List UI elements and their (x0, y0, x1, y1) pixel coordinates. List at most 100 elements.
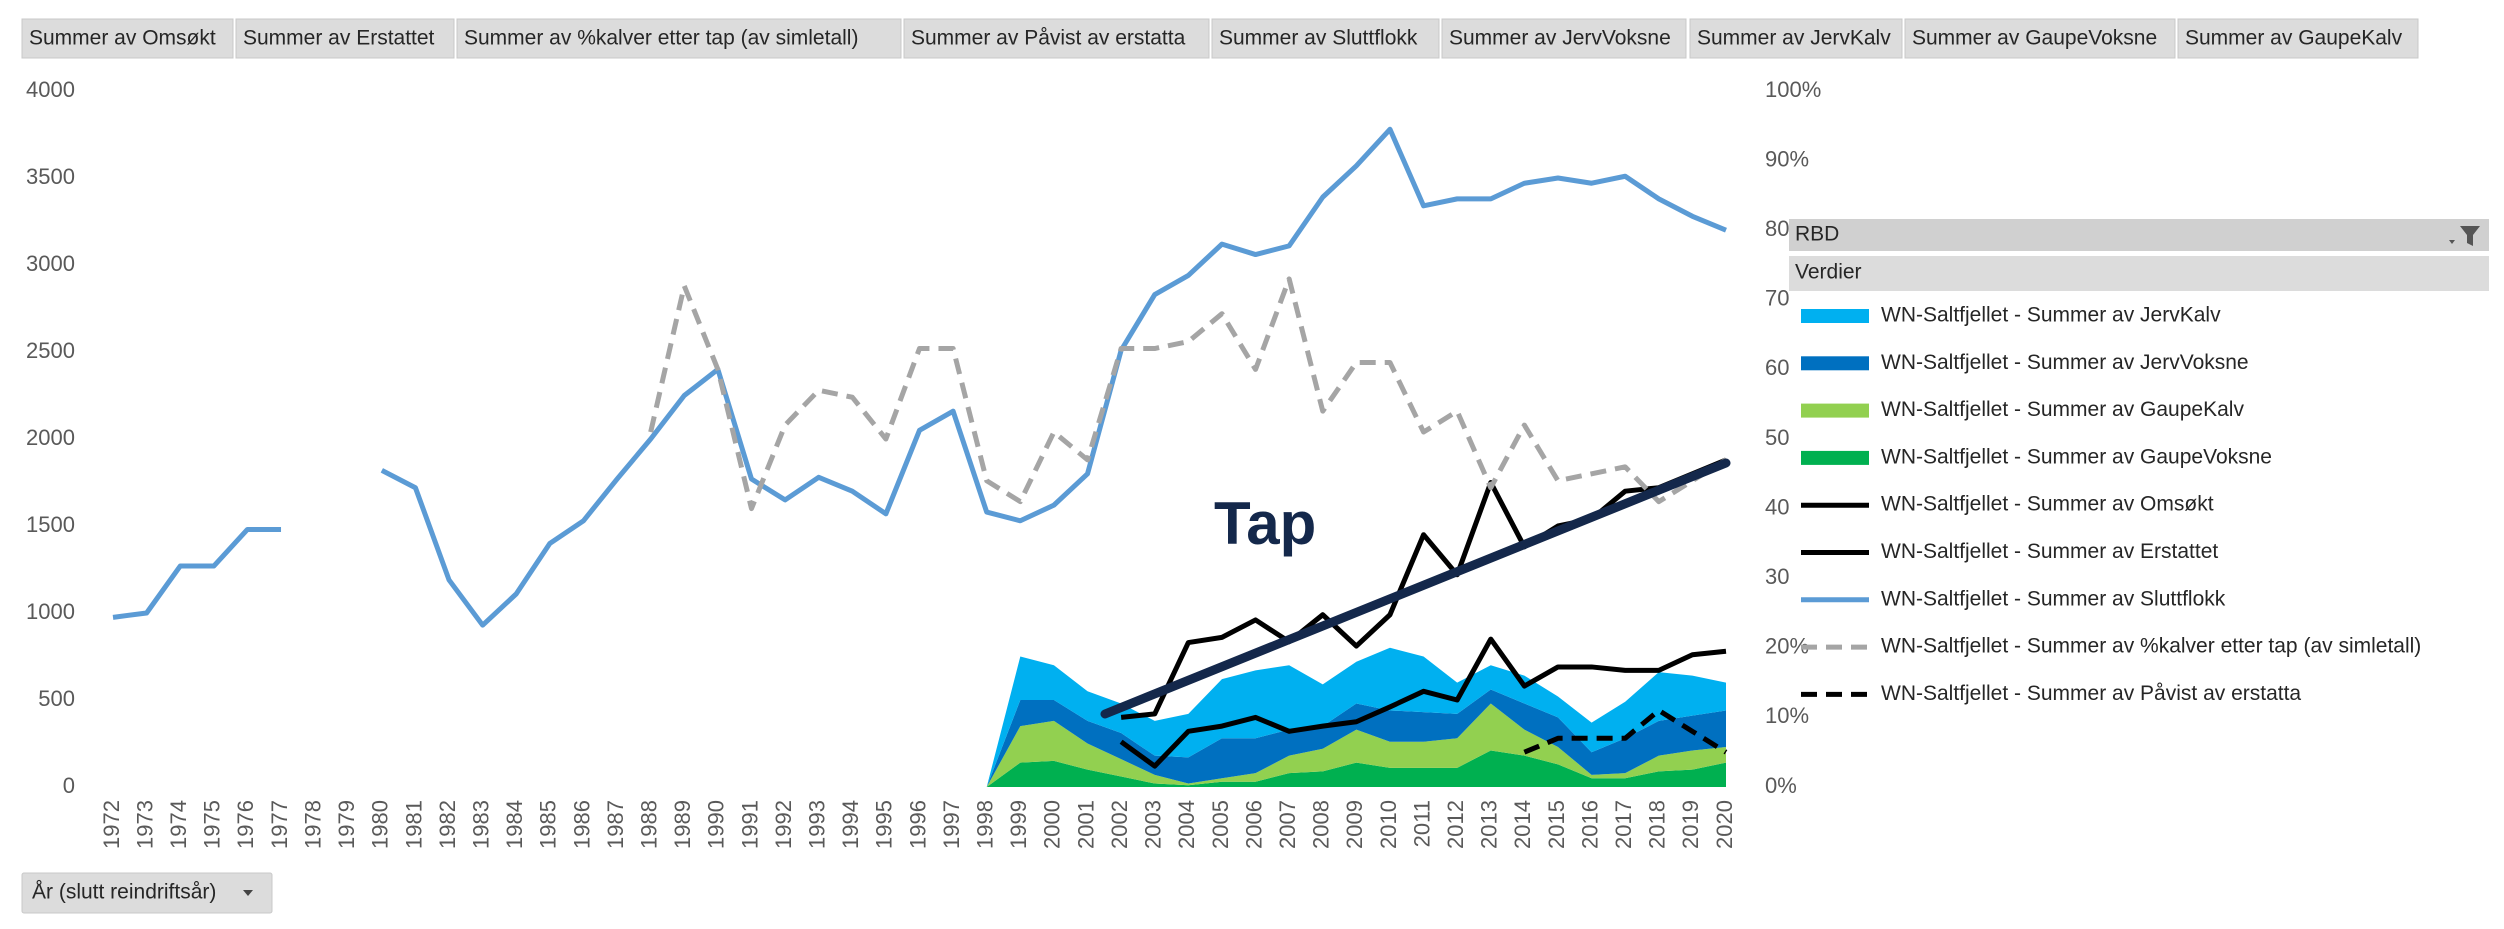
x-tick-label: 2007 (1275, 800, 1300, 849)
annotation: Tap (1214, 490, 1316, 557)
x-tick-label: 1982 (435, 800, 460, 849)
field-button-label: Summer av JervVoksne (1449, 27, 1671, 50)
axis-field-label: År (slutt reindriftsår) (32, 881, 216, 904)
x-tick-label: 1984 (502, 800, 527, 849)
x-tick-label: 2015 (1544, 800, 1569, 849)
field-button[interactable] (1904, 18, 2176, 59)
legend-label: WN-Saltfjellet - Summer av Påvist av ers… (1881, 682, 2301, 705)
legend: RBD Verdier WN-Saltfjellet - Summer av J… (1789, 219, 2489, 705)
x-tick-label: 1973 (132, 800, 157, 849)
filter-icon[interactable] (2449, 226, 2480, 246)
field-button-label: Summer av Sluttflokk (1219, 27, 1418, 50)
x-tick-label: 2018 (1645, 800, 1670, 849)
x-tick-label: 1988 (636, 800, 661, 849)
x-tick-label: 1976 (233, 800, 258, 849)
line (1523, 707, 1728, 755)
field-button-label: Summer av GaupeKalv (2185, 27, 2403, 50)
dropdown-arrow (243, 890, 253, 896)
legend-label: WN-Saltfjellet - Summer av JervVoksne (1881, 351, 2249, 374)
plot-area: 050010001500200025003000350040000%10%20%… (26, 77, 1821, 849)
field-button[interactable] (1441, 18, 1687, 59)
legend-label: WN-Saltfjellet - Summer av %kalver etter… (1881, 635, 2421, 658)
legend-label: WN-Saltfjellet - Summer av Erstattet (1881, 540, 2218, 563)
legend-header-bar[interactable] (1789, 219, 2489, 251)
field-buttons: Summer av Omsøkt Summer av Erstattet Summe… (21, 18, 2419, 59)
axis-field-button[interactable] (21, 872, 273, 914)
x-tick-label: 2005 (1208, 800, 1233, 849)
x-tick-label: 2004 (1174, 800, 1199, 849)
y2-tick-label: 10% (1765, 703, 1809, 728)
x-tick-label: 2006 (1241, 800, 1266, 849)
legend-swatch (1801, 403, 1869, 418)
x-tick-label: 2001 (1073, 800, 1098, 849)
legend-swatch (1801, 356, 1869, 371)
legend-subheader: Verdier (1795, 261, 1862, 284)
x-tick-label: 1999 (1006, 800, 1031, 849)
legend-label: WN-Saltfjellet - Summer av GaupeVoksne (1881, 445, 2272, 468)
y2-tick-label: 100% (1765, 77, 1821, 102)
x-tick-label: 2000 (1040, 800, 1065, 849)
x-tick-label: 1977 (267, 800, 292, 849)
legend-swatch (1801, 450, 1869, 465)
x-tick-label: 2013 (1477, 800, 1502, 849)
y2-tick-label: 0% (1765, 773, 1797, 798)
y-tick-label: 3000 (26, 251, 75, 276)
x-tick-label: 1997 (939, 800, 964, 849)
area (986, 750, 1726, 787)
x-tick-label: 2020 (1712, 800, 1737, 849)
line (1120, 457, 1727, 720)
x-tick-label: 1995 (872, 800, 897, 849)
field-button[interactable] (235, 18, 455, 59)
x-tick-label: 1994 (838, 800, 863, 849)
y2-tick-label: 90% (1765, 146, 1809, 171)
x-tick-label: 1998 (973, 800, 998, 849)
x-tick-label: 2008 (1309, 800, 1334, 849)
x-tick-label: 1991 (737, 800, 762, 849)
y-tick-label: 2500 (26, 338, 75, 363)
field-button[interactable] (1211, 18, 1440, 59)
line (112, 126, 1727, 628)
x-tick-label: 1979 (334, 800, 359, 849)
y-tick-label: 2000 (26, 425, 75, 450)
x-tick-label: 2003 (1141, 800, 1166, 849)
field-button[interactable] (456, 18, 902, 59)
legend-header: RBD (1795, 223, 1839, 246)
x-tick-label: 2010 (1376, 800, 1401, 849)
area (986, 703, 1726, 787)
field-button[interactable] (903, 18, 1210, 59)
legend-swatch (1801, 309, 1869, 323)
x-tick-label: 1992 (771, 800, 796, 849)
x-tick-label: 1978 (300, 800, 325, 849)
area (986, 689, 1726, 787)
x-tick-label: 2012 (1443, 800, 1468, 849)
x-tick-label: 1987 (603, 800, 628, 849)
y-tick-label: 4000 (26, 77, 75, 102)
y-tick-label: 500 (38, 686, 75, 711)
field-button-label: Summer av Omsøkt (29, 27, 216, 50)
field-button[interactable] (1689, 18, 1903, 59)
field-button-label: Summer av Erstattet (243, 27, 435, 50)
x-tick-label: 1983 (468, 800, 493, 849)
x-tick-label: 2009 (1342, 800, 1367, 849)
x-tick-label: 1980 (368, 800, 393, 849)
field-button-label: Summer av JervKalv (1697, 27, 1891, 50)
x-tick-label: 1986 (569, 800, 594, 849)
x-tick-label: 1972 (99, 800, 124, 849)
field-button[interactable] (21, 18, 234, 59)
y-tick-label: 1000 (26, 599, 75, 624)
y-tick-label: 0 (63, 773, 75, 798)
x-tick-label: 1996 (905, 800, 930, 849)
line (648, 276, 1728, 512)
x-tick-label: 2014 (1510, 800, 1535, 849)
field-button-label: Summer av Påvist av erstatta (911, 27, 1186, 50)
x-tick-label: 1975 (200, 800, 225, 849)
x-tick-label: 1974 (166, 800, 191, 849)
y-tick-label: 3500 (26, 164, 75, 189)
field-button[interactable] (2177, 18, 2419, 59)
y-tick-label: 1500 (26, 512, 75, 537)
x-tick-label: 1989 (670, 800, 695, 849)
x-tick-label: 2017 (1611, 800, 1636, 849)
legend-label: WN-Saltfjellet - Summer av JervKalv (1881, 304, 2221, 327)
x-tick-label: 1981 (401, 800, 426, 849)
